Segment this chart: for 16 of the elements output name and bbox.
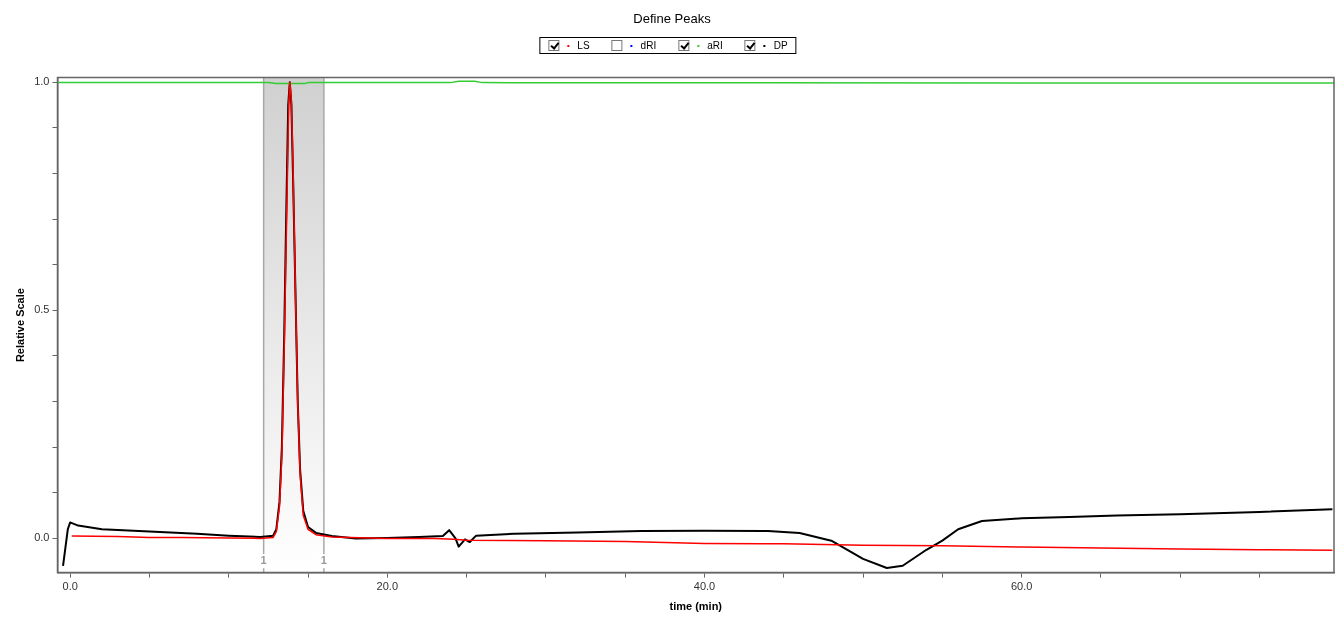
y-tick-label: 0.5 [34, 303, 50, 316]
x-tick-label: 0.0 [62, 580, 78, 593]
annotation: 1 [320, 554, 327, 567]
legend-label: DP [773, 40, 788, 51]
legend-label: LS [577, 40, 590, 51]
y-tick-label: 1.0 [34, 75, 50, 88]
y-axis-title: Relative Scale [13, 288, 26, 363]
x-tick-label: 20.0 [376, 580, 399, 593]
x-tick-label: 60.0 [1010, 580, 1033, 593]
legend-label: aRI [707, 40, 723, 51]
x-tick-label: 40.0 [693, 580, 716, 593]
annotation: 1 [260, 554, 267, 567]
chart-title: Define Peaks [633, 11, 712, 27]
legend-label: dRI [640, 40, 657, 51]
x-axis-title: time (min) [669, 600, 723, 613]
y-tick-label: 0.0 [34, 531, 50, 544]
